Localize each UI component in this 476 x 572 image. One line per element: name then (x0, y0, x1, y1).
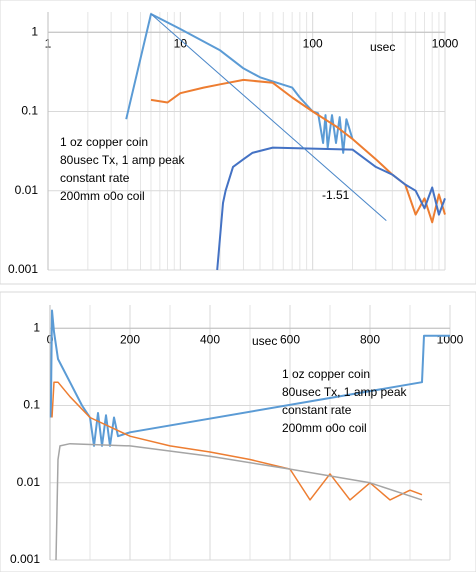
series-line (216, 146, 446, 271)
y-tick-label: 0.01 (17, 475, 41, 489)
note: 80usec Tx, 1 amp peak (60, 153, 186, 167)
y-tick-label: 1 (33, 320, 40, 334)
y-tick-label: 0.1 (21, 104, 38, 118)
y-tick-label: 0.01 (15, 183, 39, 197)
series-line (55, 442, 423, 561)
x-tick-label: 100 (303, 36, 323, 50)
x-tick-label: 600 (280, 332, 300, 346)
x-tick-label: 1000 (432, 36, 459, 50)
series-line (150, 78, 446, 224)
series-line (150, 13, 387, 221)
note: 200mm o0o coil (282, 421, 367, 435)
y-tick-label: 1 (31, 24, 38, 38)
x-axis-label: usec (370, 40, 395, 54)
x-tick-label: 200 (120, 332, 140, 346)
top-panel (0, 0, 476, 285)
note: 1 oz copper coin (282, 367, 370, 381)
note: 80usec Tx, 1 amp peak (282, 385, 408, 399)
note: 200mm o0o coil (60, 189, 145, 203)
fit-label: -1.51 (322, 188, 350, 202)
x-tick-label: 1000 (437, 332, 464, 346)
note: 1 oz copper coin (60, 135, 148, 149)
note: constant rate (282, 403, 352, 417)
note: constant rate (60, 171, 130, 185)
series-line (51, 381, 423, 501)
x-tick-label: 400 (200, 332, 220, 346)
y-tick-label: 0.001 (8, 262, 38, 276)
series-line (49, 309, 450, 447)
bottom-panel (0, 291, 476, 572)
y-tick-label: 0.1 (23, 398, 40, 412)
x-tick-label: 10 (174, 36, 188, 50)
x-tick-label: 800 (360, 332, 380, 346)
y-tick-label: 0.001 (10, 552, 40, 566)
x-axis-label: usec (252, 334, 277, 348)
